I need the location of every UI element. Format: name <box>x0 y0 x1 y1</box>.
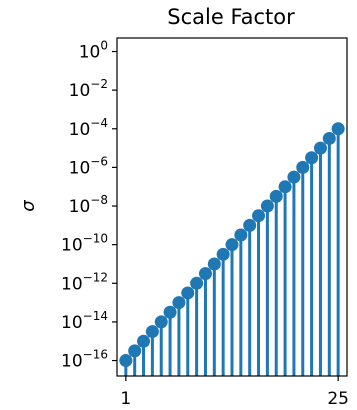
stem-marker <box>181 286 195 300</box>
y-tick-label: 10−8 <box>69 193 108 217</box>
stem-marker <box>172 296 186 310</box>
chart-title: Scale Factor <box>167 5 295 29</box>
y-tick-label: 10−16 <box>61 348 108 372</box>
stem-marker <box>190 276 204 290</box>
stem-marker <box>145 325 159 339</box>
stem-marker <box>128 344 142 358</box>
markers <box>119 122 345 368</box>
stem-marker <box>207 257 221 271</box>
stem-marker <box>137 334 151 348</box>
stem-marker <box>296 160 310 174</box>
y-tick-label: 10−10 <box>61 232 108 256</box>
y-tick-label: 10−4 <box>69 116 108 140</box>
stem-marker <box>322 131 336 145</box>
x-axis-ticks: 1 25 <box>120 376 349 409</box>
y-axis-label: σ <box>18 200 39 212</box>
stem-marker <box>154 315 168 329</box>
stem-marker <box>243 218 257 232</box>
stem-marker <box>278 180 292 194</box>
stem-marker <box>163 305 177 319</box>
stem-marker <box>225 238 239 252</box>
y-tick-label: 10−12 <box>61 270 108 294</box>
stem-marker <box>216 247 230 261</box>
x-tick-label: 1 <box>120 389 131 409</box>
y-tick-label: 10−14 <box>61 309 108 333</box>
y-axis-ticks: 100 10−2 10−4 10−6 10−8 10−10 10−12 10−14 10−16 <box>61 39 117 372</box>
stem-marker <box>305 151 319 165</box>
stem-marker <box>234 228 248 242</box>
stem-marker <box>260 199 274 213</box>
stem-marker <box>198 267 212 281</box>
y-tick-label: 10−2 <box>69 77 108 101</box>
x-tick-label: 25 <box>327 389 349 409</box>
stems <box>124 128 340 376</box>
stem-marker <box>331 122 345 136</box>
y-tick-label: 100 <box>79 39 108 63</box>
stem-marker <box>313 141 327 155</box>
stem-marker <box>287 170 301 184</box>
stem-marker <box>269 189 283 203</box>
stem-marker <box>119 354 133 368</box>
stem-marker <box>252 209 266 223</box>
plot-frame <box>116 37 348 377</box>
y-tick-label: 10−6 <box>69 154 108 178</box>
